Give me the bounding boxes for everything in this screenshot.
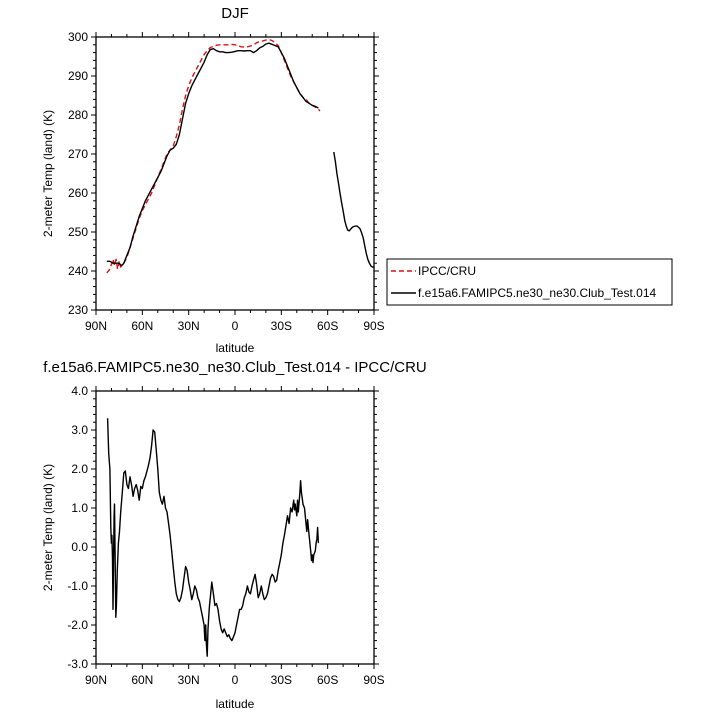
top-x-tick-label: 60N — [131, 319, 153, 333]
bottom-y-tick-label: -3.0 — [67, 657, 88, 671]
bottom-x-tick-label: 0 — [232, 673, 239, 687]
top-y-tick-label: 290 — [68, 69, 88, 83]
bottom-x-tick-label: 30N — [178, 673, 200, 687]
bottom-series-0-line-0 — [106, 418, 320, 657]
top-x-axis-title: latitude — [216, 341, 255, 355]
top-y-tick-label: 300 — [68, 30, 88, 44]
bottom-y-tick-label: 1.0 — [71, 501, 88, 515]
bottom-y-tick-label: 4.0 — [71, 384, 88, 398]
bottom-y-tick-label: 2.0 — [71, 462, 88, 476]
top-y-tick-label: 230 — [68, 303, 88, 317]
top-plot-frame — [95, 36, 375, 311]
bottom-plot-frame — [95, 390, 375, 665]
bottom-y-tick-label: -1.0 — [67, 579, 88, 593]
top-y-axis-title: 2-meter Temp (land) (K) — [41, 110, 55, 237]
legend: IPCC/CRU f.e15a6.FAMIPC5.ne30_ne30.Club_… — [386, 258, 673, 306]
bottom-y-tick-label: -2.0 — [67, 618, 88, 632]
top-x-tick-label: 0 — [232, 319, 239, 333]
top-x-tick-label: 30N — [178, 319, 200, 333]
bottom-y-tick-label: 3.0 — [71, 423, 88, 437]
legend-box — [386, 258, 673, 306]
top-chart-title: DJF — [221, 5, 249, 22]
top-series-0-line-0 — [106, 39, 321, 274]
top-series-1-line-0 — [106, 42, 319, 266]
top-series-1-line-1 — [333, 151, 374, 268]
top-y-tick-label: 250 — [68, 225, 88, 239]
bottom-x-tick-label: 60S — [317, 673, 338, 687]
bottom-y-tick-label: 0.0 — [71, 540, 88, 554]
top-chart-djf: DJF 90N 60N 30N 0 30S 60S 90S 230 240 250 260 270 28… — [41, 5, 673, 355]
bottom-x-tick-label: 90S — [363, 673, 384, 687]
legend-label-model: f.e15a6.FAMIPC5.ne30_ne30.Club_Test.014 — [418, 286, 656, 300]
top-y-tick-label: 260 — [68, 186, 88, 200]
top-x-tick-label: 90N — [85, 319, 107, 333]
top-x-tick-label: 90S — [363, 319, 384, 333]
bottom-chart-title: f.e15a6.FAMIPC5.ne30_ne30.Club_Test.014 … — [43, 359, 427, 376]
bottom-y-axis-title: 2-meter Temp (land) (K) — [41, 464, 55, 591]
bottom-x-tick-label: 30S — [271, 673, 292, 687]
top-x-tick-label: 30S — [271, 319, 292, 333]
bottom-x-tick-label: 60N — [131, 673, 153, 687]
legend-label-ipcc-cru: IPCC/CRU — [418, 264, 476, 278]
bottom-x-tick-label: 90N — [85, 673, 107, 687]
bottom-chart-difference: f.e15a6.FAMIPC5.ne30_ne30.Club_Test.014 … — [41, 359, 427, 711]
top-x-tick-label: 60S — [317, 319, 338, 333]
top-y-tick-label: 280 — [68, 108, 88, 122]
top-y-tick-label: 270 — [68, 147, 88, 161]
bottom-x-axis-title: latitude — [216, 697, 255, 711]
top-y-tick-label: 240 — [68, 264, 88, 278]
